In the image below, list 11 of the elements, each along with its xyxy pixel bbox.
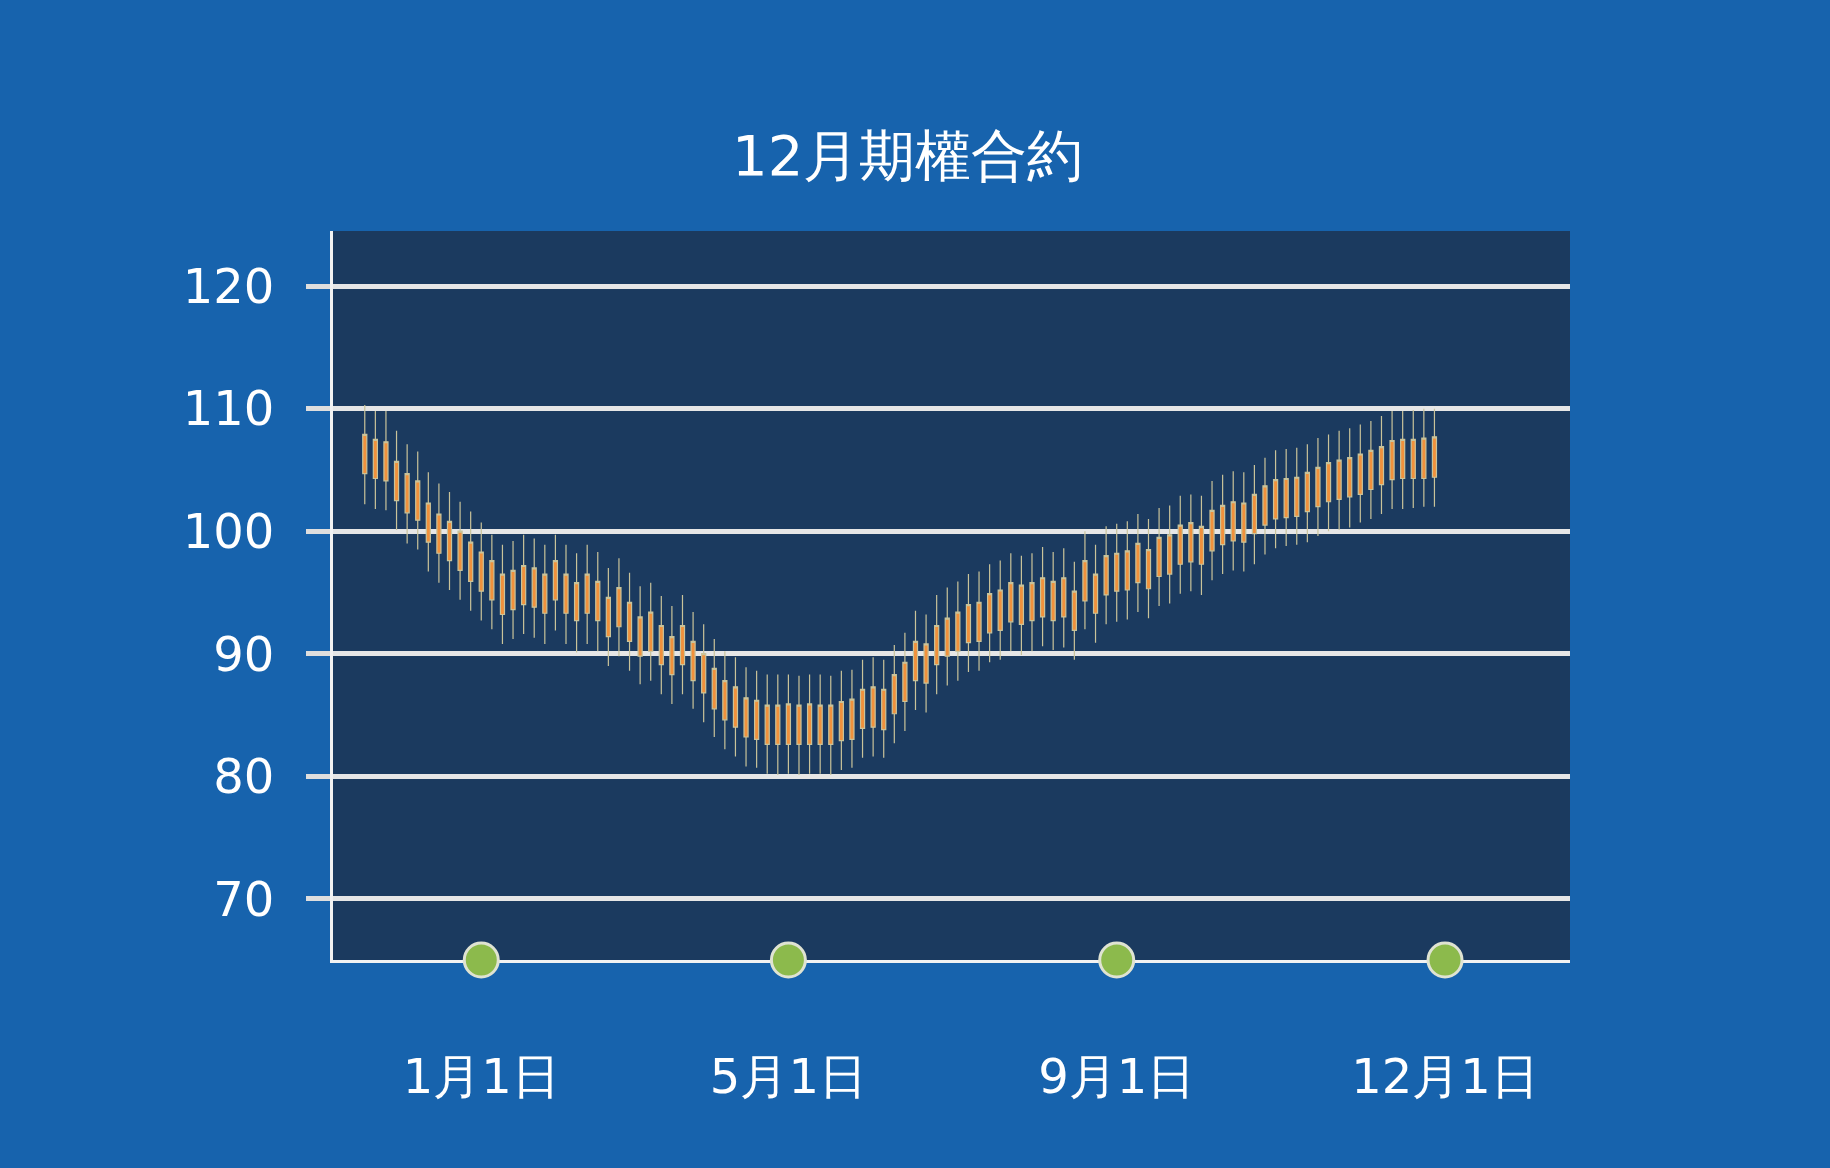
- chart-title: 12月期權合約: [732, 122, 1084, 188]
- y-tick-label: 80: [213, 748, 275, 805]
- y-tick-label: 110: [182, 380, 275, 437]
- x-tick-label: 1月1日: [402, 1047, 560, 1104]
- x-tick-label: 5月1日: [709, 1047, 867, 1104]
- y-tick-label: 120: [182, 257, 275, 314]
- y-tick-label: 90: [213, 625, 275, 682]
- x-tick-label: 12月1日: [1351, 1047, 1539, 1104]
- x-tick-label: 9月1日: [1038, 1047, 1196, 1104]
- y-tick-label: 70: [213, 870, 275, 927]
- y-tick-label: 100: [182, 502, 275, 559]
